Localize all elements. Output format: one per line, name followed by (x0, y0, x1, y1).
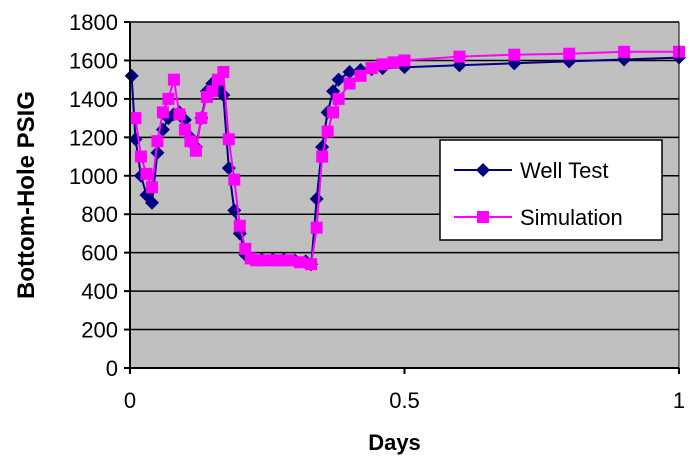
data-point-square (184, 135, 197, 148)
data-point-square (140, 167, 153, 180)
legend-label-simulation: Simulation (520, 205, 623, 230)
y-tick-label: 1200 (69, 125, 118, 150)
data-point-square (365, 62, 378, 75)
data-point-square (283, 254, 296, 267)
data-point-square (151, 135, 164, 148)
data-point-square (563, 47, 576, 60)
data-point-square (222, 133, 235, 146)
data-point-square (387, 56, 400, 69)
y-tick-label: 200 (81, 318, 118, 343)
data-point-square (305, 258, 318, 271)
data-point-diamond (216, 88, 231, 103)
x-tick-label: 0 (124, 388, 136, 413)
y-tick-label: 1800 (69, 10, 118, 35)
data-point-square (233, 219, 246, 232)
data-point-square (376, 58, 389, 71)
data-point-square (167, 73, 180, 86)
data-point-diamond (331, 72, 346, 87)
data-point-square (321, 125, 334, 138)
y-tick-label: 800 (81, 202, 118, 227)
legend-marker-diamond (476, 163, 490, 177)
data-point-diamond (342, 64, 357, 79)
y-tick-label: 1600 (69, 48, 118, 73)
data-point-square (250, 254, 263, 267)
legend-label-well-test: Well Test (520, 158, 608, 183)
data-point-square (189, 144, 202, 157)
legend-entry-simulation: Simulation (454, 205, 623, 230)
data-point-square (239, 242, 252, 255)
data-point-square (206, 85, 219, 98)
legend: Well Test Simulation (439, 139, 663, 241)
data-point-square (354, 69, 367, 82)
data-point-square (508, 48, 521, 61)
data-point-square (294, 256, 307, 269)
data-point-square (129, 112, 142, 125)
data-point-square (217, 65, 230, 78)
data-point-square (453, 50, 466, 63)
legend-marker-square (477, 211, 489, 223)
data-point-square (272, 254, 285, 267)
data-point-diamond (124, 68, 139, 83)
y-tick-label: 1000 (69, 164, 118, 189)
data-point-square (261, 254, 274, 267)
y-tick-label: 1400 (69, 87, 118, 112)
data-point-square (173, 108, 186, 121)
tick-labels: 0 200 400 600 800 1000 1200 1400 1600 1800 0 0.5 1 (69, 10, 685, 413)
data-point-square (398, 54, 411, 67)
y-tick-label: 600 (81, 241, 118, 266)
data-point-square (332, 92, 345, 105)
x-tick-label: 0.5 (389, 388, 420, 413)
data-point-square (316, 150, 329, 163)
legend-entry-well-test: Well Test (454, 158, 608, 183)
data-point-diamond (150, 145, 165, 160)
data-point-square (343, 77, 356, 90)
data-point-diamond (144, 195, 159, 210)
y-tick-label: 0 (106, 356, 118, 381)
data-point-square (327, 106, 340, 119)
data-point-square (178, 123, 191, 136)
legend-box (439, 139, 663, 241)
data-point-diamond (397, 60, 412, 75)
series-simulation (129, 45, 685, 271)
data-point-square (145, 181, 158, 194)
data-point-square (310, 221, 323, 234)
data-point-square (162, 92, 175, 105)
gridlines (130, 21, 679, 331)
series-layer (124, 45, 686, 272)
x-axis-label: Days (368, 430, 421, 455)
data-point-square (195, 112, 208, 125)
y-tick-label: 400 (81, 279, 118, 304)
data-point-square (618, 45, 631, 58)
data-point-square (228, 173, 241, 186)
data-point-square (134, 150, 147, 163)
x-tick-label: 1 (673, 388, 685, 413)
y-axis-label: Bottom-Hole PSIG (13, 91, 40, 299)
axes (124, 21, 680, 374)
data-point-square (156, 106, 169, 119)
